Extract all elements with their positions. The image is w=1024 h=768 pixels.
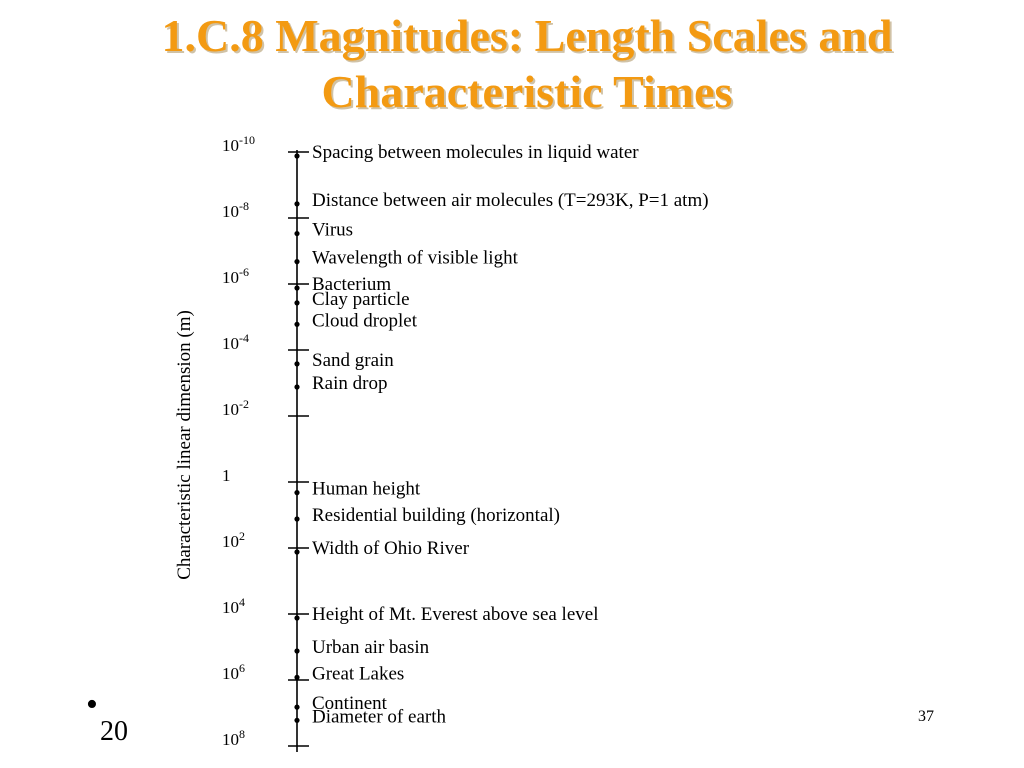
item-dot bbox=[294, 717, 300, 723]
item-label: Width of Ohio River bbox=[312, 538, 470, 559]
tick-label: 10-10 bbox=[222, 133, 255, 155]
tick-label: 108 bbox=[222, 727, 245, 749]
item-dot bbox=[294, 516, 300, 522]
item-label: Distance between air molecules (T=293K, … bbox=[312, 190, 709, 211]
item-dot bbox=[294, 549, 300, 555]
item-dot bbox=[294, 300, 300, 306]
tick-label: 1 bbox=[222, 466, 231, 485]
tick-label: 106 bbox=[222, 661, 245, 683]
tick-label: 104 bbox=[222, 595, 245, 617]
item-dot bbox=[294, 285, 300, 291]
item-dot bbox=[294, 259, 300, 265]
item-dot bbox=[294, 230, 300, 237]
item-dot bbox=[294, 490, 300, 496]
item-label: Residential building (horizontal) bbox=[312, 505, 560, 526]
item-label: Rain drop bbox=[312, 373, 387, 394]
page-number: 37 bbox=[918, 708, 934, 725]
item-dot bbox=[294, 361, 300, 367]
item-dot bbox=[294, 321, 300, 327]
item-label: Cloud droplet bbox=[312, 310, 418, 331]
item-dot bbox=[294, 648, 300, 654]
item-dot bbox=[294, 201, 300, 207]
item-label: Urban air basin bbox=[312, 637, 430, 658]
slide-title-line1: 1.C.8 Magnitudes: Length Scales and bbox=[161, 10, 893, 61]
tick-label: 10-6 bbox=[222, 265, 249, 287]
item-label: Great Lakes bbox=[312, 663, 404, 684]
scale-items: Spacing between molecules in liquid wate… bbox=[294, 142, 709, 727]
tick-label: 10-2 bbox=[222, 397, 249, 419]
item-label: Continent bbox=[312, 693, 388, 714]
item-label: Virus bbox=[312, 220, 353, 241]
item-dot bbox=[294, 384, 300, 390]
item-label: Bacterium bbox=[312, 274, 391, 295]
tick-label: 10-8 bbox=[222, 199, 249, 221]
tick-label: 102 bbox=[222, 529, 245, 551]
tick-label: 10-4 bbox=[222, 331, 249, 353]
item-dot bbox=[294, 615, 300, 621]
item-label: Human height bbox=[312, 479, 421, 500]
item-label: Sand grain bbox=[312, 350, 394, 371]
item-label: Clay particle bbox=[312, 289, 410, 310]
item-dot bbox=[294, 153, 300, 159]
item-dot bbox=[294, 674, 300, 681]
bullet-text: 20 bbox=[100, 716, 128, 747]
axis-title: Characteristic linear dimension (m) bbox=[174, 310, 195, 580]
scale-ticks: 10-10 10-8 10-6 10-4 10-2 1 102 104 106 108 bbox=[222, 133, 309, 749]
item-label: Diameter of earth bbox=[312, 706, 446, 727]
slide-title-line2: Characteristic Times bbox=[321, 66, 733, 117]
item-dot bbox=[294, 704, 300, 710]
slide-title: 1.C.8 Magnitudes: Length Scales and Char… bbox=[0, 8, 1024, 120]
item-label: Wavelength of visible light bbox=[312, 248, 519, 269]
bullet-dot: • bbox=[86, 686, 98, 723]
item-label: Height of Mt. Everest above sea level bbox=[312, 604, 598, 625]
item-label: Spacing between molecules in liquid wate… bbox=[312, 142, 639, 163]
